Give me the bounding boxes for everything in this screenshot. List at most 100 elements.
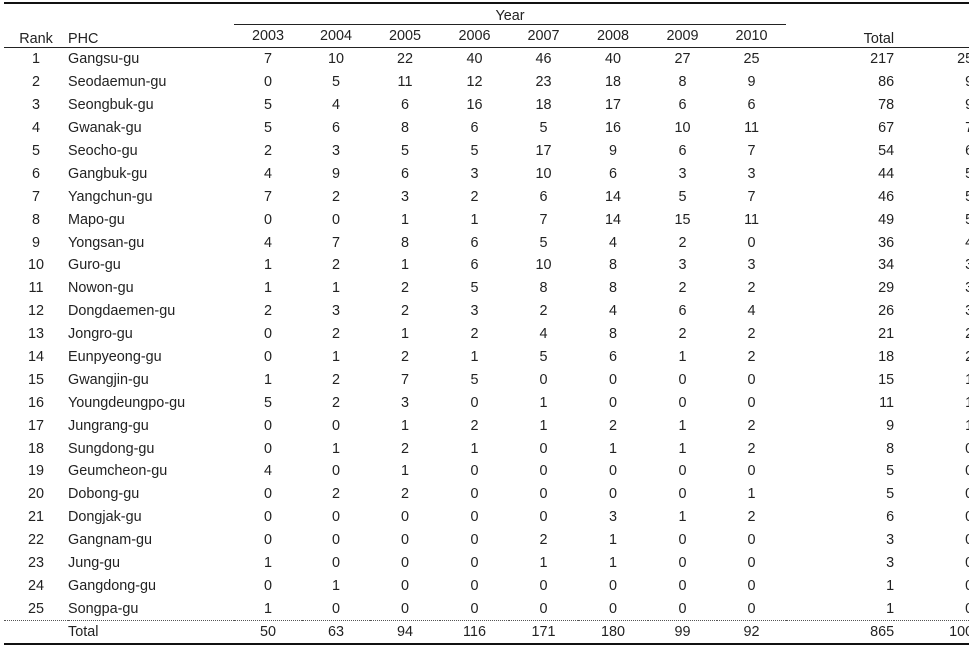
total-row: Total 5063941161711809992865100.0: [4, 620, 969, 645]
year-cell: 22: [396, 51, 413, 68]
total-year-cell: 171: [509, 620, 578, 645]
year-cell: 0: [400, 532, 409, 549]
rank-cell: 3: [31, 97, 40, 114]
year-cell: 0: [678, 600, 687, 617]
total-cell: 1: [886, 577, 895, 594]
year-cell: 11: [397, 74, 413, 91]
phc-cell: Eunpyeong-gu: [68, 349, 162, 366]
table-row: 23 Jung-gu 1 0 0 0 1 1 0 0 30.3: [4, 552, 969, 575]
rank-cell: 17: [27, 417, 44, 434]
year-cell: 1: [400, 463, 409, 480]
percent-cell: 0.6: [894, 460, 969, 483]
rank-cell: 2: [31, 74, 40, 91]
table-row: 12 Dongdaemen-gu 2 3 2 3 2 4 6 4 263.0: [4, 300, 969, 323]
year-cell: 0: [470, 394, 479, 411]
percent-cell: 0.3: [894, 529, 969, 552]
year-cell: 0: [608, 371, 617, 388]
percent-cell: 0.1: [894, 597, 969, 620]
year-cell: 1: [400, 417, 409, 434]
year-cell: 2: [470, 326, 479, 343]
year-cell: 2: [331, 371, 340, 388]
year-cell: 1: [678, 417, 687, 434]
year-cell: 11: [744, 120, 760, 137]
year-cell: 40: [604, 51, 621, 68]
year-cell: 5: [539, 234, 548, 251]
phc-cell: Seocho-gu: [68, 143, 138, 159]
total-year-cell: 92: [717, 620, 787, 645]
total-year-cell: 99: [648, 620, 717, 645]
table-row: 3 Seongbuk-gu 5 4 6 16 18 17 6 6 789.0: [4, 94, 969, 117]
year-cell: 3: [400, 188, 409, 205]
percent-cell: 6.2: [894, 140, 969, 163]
total-cell: 49: [878, 211, 895, 228]
total-cell: 1: [886, 600, 895, 617]
year-cell: 3: [470, 165, 479, 182]
year-header-2010: 2010: [717, 24, 787, 48]
year-header-2009: 2009: [648, 24, 717, 48]
year-header-row: 2003 2004 2005 2006 2007 2008 2009 2010: [4, 24, 969, 48]
table-row: 14 Eunpyeong-gu 0 1 2 1 5 6 1 2 182.1: [4, 346, 969, 369]
table-row: 9 Yongsan-gu 4 7 8 6 5 4 2 0 364.2: [4, 231, 969, 254]
year-cell: 0: [678, 394, 687, 411]
phc-cell: Youngdeungpo-gu: [68, 394, 186, 411]
year-cell: 0: [263, 486, 272, 503]
year-cell: 2: [331, 326, 340, 343]
year-cell: 17: [604, 97, 621, 114]
year-cell: 1: [678, 440, 687, 457]
rank-cell: 23: [27, 555, 44, 572]
year-cell: 8: [400, 234, 409, 251]
year-cell: 9: [331, 165, 340, 182]
year-cell: 0: [470, 463, 479, 480]
year-cell: 10: [535, 257, 552, 274]
year-cell: 0: [678, 577, 687, 594]
year-cell: 23: [535, 74, 552, 91]
year-cell: 2: [331, 257, 340, 274]
phc-cell: Yongsan-gu: [68, 234, 145, 251]
year-cell: 16: [604, 120, 621, 137]
year-cell: 0: [678, 371, 687, 388]
year-cell: 2: [747, 349, 756, 366]
year-cell: 5: [400, 143, 409, 159]
year-cell: 7: [331, 234, 340, 251]
year-cell: 1: [608, 555, 617, 572]
total-cell: 5: [886, 486, 895, 503]
year-cell: 0: [747, 600, 756, 617]
table-header: Rank PHC Year Total % 200320042005200620…: [4, 2, 969, 48]
percent-cell: 9.9: [894, 71, 969, 94]
phc-cell: Jung-gu: [68, 555, 121, 572]
year-cell: 0: [608, 577, 617, 594]
year-cell: 5: [331, 74, 340, 91]
year-cell: 16: [466, 97, 483, 114]
percent-cell: 5.1: [894, 162, 969, 185]
year-cell: 5: [263, 394, 272, 411]
year-cell: 2: [400, 303, 409, 320]
year-cell: 0: [539, 486, 548, 503]
year-cell: 0: [400, 577, 409, 594]
year-cell: 1: [678, 509, 687, 526]
rank-cell: 14: [27, 349, 44, 366]
total-cell: 217: [870, 51, 895, 68]
year-cell: 6: [747, 97, 756, 114]
year-cell: 0: [331, 555, 340, 572]
year-cell: 0: [470, 555, 479, 572]
year-cell: 0: [470, 509, 479, 526]
phc-cell: Dongjak-gu: [68, 509, 142, 526]
table-row: 5 Seocho-gu 2 3 5 5 17 9 6 7 546.2: [4, 140, 969, 163]
phc-cell: Jongro-gu: [68, 326, 133, 343]
year-cell: 5: [539, 120, 548, 137]
year-cell: 0: [678, 463, 687, 480]
percent-cell: 25.1: [957, 51, 969, 68]
year-cell: 6: [470, 257, 479, 274]
year-cell: 0: [263, 326, 272, 343]
year-cell: 27: [674, 51, 691, 68]
year-cell: 6: [608, 165, 617, 182]
total-cell: 54: [878, 143, 895, 159]
year-cell: 8: [608, 257, 617, 274]
phc-cell: Gwanak-gu: [68, 120, 142, 137]
total-cell: 3: [886, 532, 895, 549]
year-cell: 1: [470, 349, 479, 366]
year-cell: 8: [608, 280, 617, 297]
year-cell: 0: [263, 577, 272, 594]
